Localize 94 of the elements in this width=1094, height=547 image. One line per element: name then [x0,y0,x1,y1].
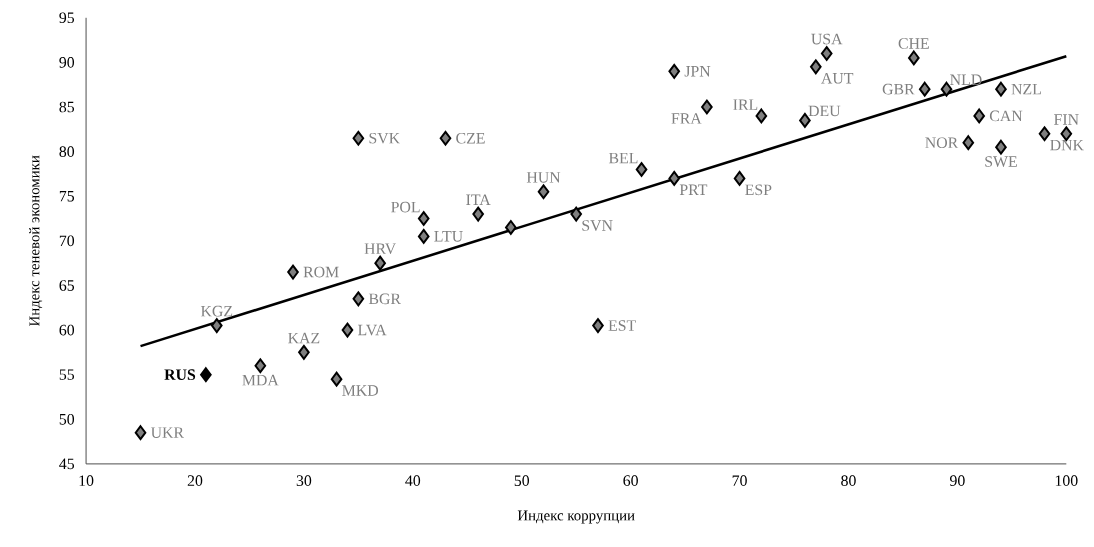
point [134,425,147,441]
x-tick-label: 40 [405,475,421,486]
point [210,318,223,334]
y-tick-label: 90 [59,57,75,68]
y-tick-label: 95 [59,12,75,24]
point [352,130,365,146]
y-tick-label: 80 [59,146,75,157]
data-label: CZE [456,132,485,144]
data-label: BEL [608,152,638,164]
data-label: FRA [671,113,702,124]
data-label: NLD [950,74,982,86]
y-tick-label: 60 [59,324,75,336]
y-tick-label: 70 [59,235,75,247]
data-label: SWE [985,156,1017,167]
data-label: POL [391,201,420,213]
data-label: DEU [808,105,841,117]
x-tick-label: 20 [187,475,203,486]
data-label: CHE [898,38,929,49]
x-tick-label: 80 [841,475,856,486]
data-label: USA [811,33,843,45]
point [918,81,931,97]
x-tick-label: 60 [623,475,638,486]
data-label: GBR [882,83,915,95]
point [439,130,452,146]
point [330,371,343,387]
x-tick-label: 10 [79,475,94,486]
point [287,264,299,280]
data-label: UKR [150,427,185,438]
x-axis-title: Индекс коррупции [517,510,635,524]
point [733,170,746,186]
point [298,344,310,360]
y-tick-label: 50 [59,413,75,425]
data-label: CAN [989,110,1023,122]
data-label: RUS [164,369,196,380]
data-label: HUN [526,172,561,183]
data-label: MDA [242,374,279,386]
point [668,63,681,79]
data-label: EST [608,320,636,331]
y-tick-label: 85 [59,101,75,113]
data-label: LVA [358,324,387,336]
point [995,81,1007,97]
point [570,206,582,222]
point [1038,126,1051,142]
data-label: KAZ [288,332,320,344]
y-tick-label: 55 [59,369,75,380]
point [537,184,550,200]
point [755,108,768,124]
point [995,139,1007,155]
x-tick-label: 30 [296,475,312,486]
y-tick-label: 75 [59,190,75,202]
data-label: KGZ [200,305,233,317]
x-tick-label: 100 [1055,475,1078,486]
data-label: MKD [342,385,379,396]
point [341,322,354,338]
x-tick-label: 90 [950,475,965,486]
point [962,135,975,151]
point [908,50,920,66]
x-tick-label: 50 [514,475,530,486]
data-label: NZL [1011,83,1041,95]
data-label: LTU [434,231,463,242]
point [417,211,430,226]
data-label: PRT [679,184,708,195]
data-label: DNK [1050,139,1084,151]
y-tick-label: 45 [59,458,75,470]
point [505,220,517,235]
data-label: JPN [684,66,711,77]
point [352,291,365,307]
point [799,112,811,128]
point [810,59,822,75]
point [254,358,267,374]
point [472,206,484,222]
point [374,255,386,271]
data-label: ITA [466,194,491,205]
y-tick-label: 65 [59,280,75,291]
point [635,162,648,177]
data-label: ROM [303,266,339,278]
data-label: IRL [733,99,758,110]
data-label: SVK [369,132,400,144]
y-axis-title: Индекс теневой экономики [29,155,43,327]
data-label: HRV [364,243,397,255]
point [592,318,604,334]
x-tick-label: 70 [732,475,747,486]
data-label: AUT [821,72,854,84]
point [417,228,430,244]
data-label: FIN [1054,114,1079,125]
point [820,46,833,61]
point [200,367,212,383]
data-label: NOR [925,137,959,149]
data-label: ESP [745,184,772,196]
point [973,108,985,124]
data-label: SVN [582,220,613,231]
data-label: BGR [368,293,401,305]
point [668,170,681,186]
point [701,99,713,115]
